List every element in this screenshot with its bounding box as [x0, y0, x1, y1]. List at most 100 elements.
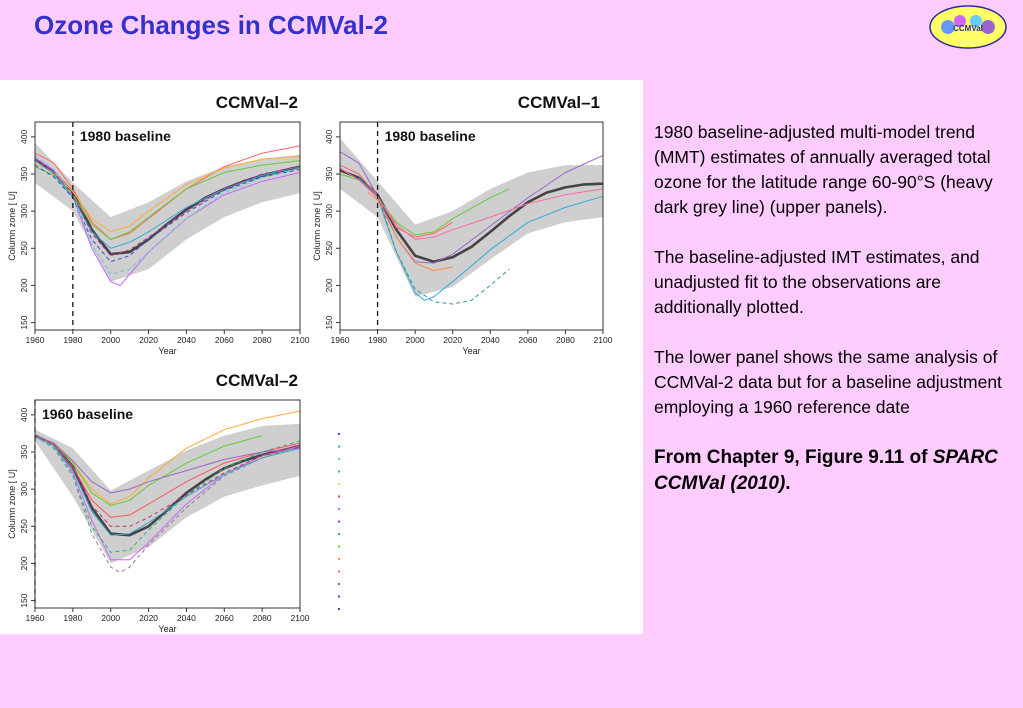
legend-marker	[338, 583, 340, 585]
x-tick-label: 2100	[291, 335, 310, 345]
series-line-6	[367, 192, 453, 272]
y-tick-label: 250	[19, 519, 29, 533]
x-tick-label: 2060	[518, 335, 537, 345]
legend-marker	[338, 508, 340, 510]
plot-frame	[34, 399, 301, 609]
chart-panel-2: CCMVal–1 1980 baseline 1960 1980 2000 2020 204…	[312, 93, 613, 356]
x-tick-label: 1960	[26, 613, 45, 623]
y-axis-label: Column zone [ U]	[7, 191, 17, 261]
x-tick-label: 2000	[101, 335, 120, 345]
x-tick-label: 2020	[139, 613, 158, 623]
y-tick-label: 150	[19, 315, 29, 329]
series-line-8	[34, 154, 301, 275]
y-tick-label: 400	[324, 129, 334, 143]
x-tick-label: 2020	[139, 335, 158, 345]
x-axis-label: Year	[462, 346, 480, 356]
series-line-6	[34, 160, 301, 249]
description-paragraph-1: 1980 baseline-adjusted multi-model trend…	[654, 122, 993, 217]
legend-marker	[338, 445, 340, 448]
baseline-label: 1960 baseline	[42, 406, 133, 422]
series-line-4	[34, 435, 301, 561]
uncertainty-band	[35, 423, 300, 564]
y-tick-label: 250	[19, 241, 29, 255]
ozone-figure: CCMVal–2 1980 baseline 1960 1980 2000 2020 204…	[7, 93, 613, 634]
y-axis-label: Column zone [ U]	[7, 469, 17, 539]
x-tick-label: 2080	[556, 335, 575, 345]
legend-marker	[338, 483, 340, 485]
y-tick-label: 350	[19, 167, 29, 181]
x-tick-label: 2080	[253, 613, 272, 623]
x-axis-label: Year	[158, 346, 176, 356]
x-tick-label: 2020	[443, 335, 462, 345]
x-tick-label: 2080	[253, 335, 272, 345]
series-line-7	[377, 194, 510, 305]
y-tick-label: 400	[19, 129, 29, 143]
legend-marker	[338, 533, 340, 535]
y-tick-label: 300	[19, 204, 29, 218]
series-line-10	[34, 435, 301, 527]
series-line-4	[34, 160, 301, 240]
chart-title: CCMVal–2	[216, 371, 298, 390]
x-tick-label: 2100	[594, 335, 613, 345]
series-line-9	[34, 158, 301, 257]
legend-marker	[338, 545, 340, 548]
series-line-5	[34, 155, 301, 233]
y-tick-label: 150	[19, 593, 29, 607]
legend-marker	[338, 495, 340, 498]
legend-marker	[338, 608, 340, 610]
y-tick-label: 400	[19, 407, 29, 421]
legend-markers	[338, 433, 340, 610]
x-tick-label: 1980	[63, 613, 82, 623]
y-tick-label: 200	[19, 278, 29, 292]
y-tick-label: 150	[324, 315, 334, 329]
description-paragraph-2: The baseline-adjusted IMT estimates, and…	[654, 247, 980, 317]
slide-title: Ozone Changes in CCMVal-2	[34, 10, 388, 40]
chart-panel-3: CCMVal–2 1960 baseline 1960 1980 2000 2020 204…	[7, 371, 310, 634]
legend-marker	[338, 433, 340, 435]
series-line-3	[339, 151, 604, 264]
legend-marker	[338, 558, 340, 560]
chart-title: CCMVal–1	[518, 93, 600, 112]
plot-frame	[339, 121, 604, 331]
series-line-7	[34, 164, 301, 263]
baseline-label: 1980 baseline	[385, 128, 476, 144]
figure-description: 1980 baseline-adjusted multi-model trend…	[654, 120, 1009, 522]
legend-marker	[338, 458, 340, 460]
chart-title: CCMVal–2	[216, 93, 298, 112]
series-line-9	[34, 435, 301, 553]
source-citation: From Chapter 9, Figure 9.11 of SPARC CCM…	[654, 445, 1009, 497]
y-tick-label: 350	[324, 167, 334, 181]
logo-text: CCMVal	[953, 24, 983, 33]
y-axis-label: Column zone [ U]	[312, 191, 322, 261]
source-reference: SPARC CCMVal (2010)	[654, 447, 998, 494]
series-line-2	[34, 145, 301, 240]
x-axis-label: Year	[158, 624, 176, 634]
y-tick-label: 350	[19, 445, 29, 459]
legend-marker	[338, 570, 340, 573]
y-tick-label: 200	[19, 556, 29, 570]
series-line-2	[339, 164, 453, 238]
source-suffix: .	[785, 473, 791, 494]
y-tick-label: 250	[324, 241, 334, 255]
figure-panel: CCMVal–2 1980 baseline 1960 1980 2000 2020 204…	[0, 80, 643, 634]
y-tick-label: 300	[324, 204, 334, 218]
series-line-7	[34, 435, 301, 494]
x-tick-label: 2060	[215, 335, 234, 345]
x-tick-label: 2000	[101, 613, 120, 623]
source-prefix: From Chapter 9, Figure 9.11 of	[654, 447, 933, 468]
x-tick-label: 1960	[26, 335, 45, 345]
uncertainty-band	[340, 138, 603, 297]
series-line-5	[358, 177, 604, 301]
series-line-5	[34, 435, 301, 518]
x-tick-label: 2060	[215, 613, 234, 623]
uncertainty-band	[35, 142, 300, 282]
series-line-8	[339, 167, 604, 240]
x-tick-label: 2040	[177, 335, 196, 345]
y-tick-label: 300	[19, 482, 29, 496]
description-paragraph-3: The lower panel shows the same analysis …	[654, 347, 1002, 417]
legend-marker	[338, 520, 340, 523]
ccmval-logo-icon: CCMVal	[928, 4, 1008, 50]
x-tick-label: 2000	[406, 335, 425, 345]
legend-marker	[338, 595, 340, 598]
x-tick-label: 2040	[481, 335, 500, 345]
